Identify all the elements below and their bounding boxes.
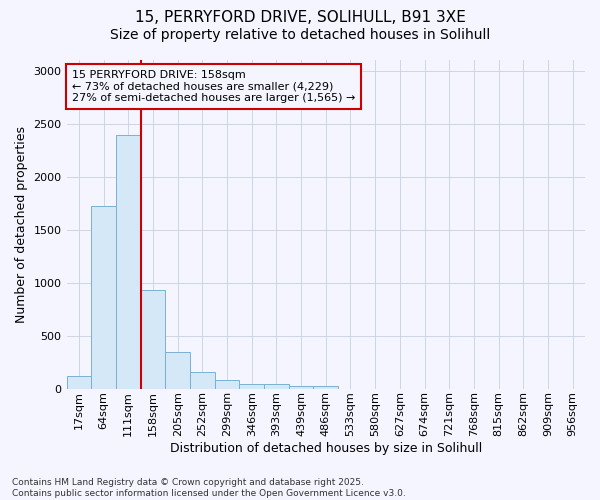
Bar — [190, 372, 215, 388]
Bar — [165, 352, 190, 389]
Text: 15, PERRYFORD DRIVE, SOLIHULL, B91 3XE: 15, PERRYFORD DRIVE, SOLIHULL, B91 3XE — [134, 10, 466, 25]
Bar — [140, 290, 165, 388]
Bar — [91, 206, 116, 388]
Bar — [264, 384, 289, 388]
Bar — [239, 384, 264, 388]
X-axis label: Distribution of detached houses by size in Solihull: Distribution of detached houses by size … — [170, 442, 482, 455]
Text: Size of property relative to detached houses in Solihull: Size of property relative to detached ho… — [110, 28, 490, 42]
Text: 15 PERRYFORD DRIVE: 158sqm
← 73% of detached houses are smaller (4,229)
27% of s: 15 PERRYFORD DRIVE: 158sqm ← 73% of deta… — [72, 70, 355, 103]
Bar — [289, 386, 313, 388]
Bar — [116, 135, 140, 388]
Y-axis label: Number of detached properties: Number of detached properties — [15, 126, 28, 323]
Bar — [313, 386, 338, 388]
Text: Contains HM Land Registry data © Crown copyright and database right 2025.
Contai: Contains HM Land Registry data © Crown c… — [12, 478, 406, 498]
Bar — [67, 376, 91, 388]
Bar — [215, 380, 239, 388]
